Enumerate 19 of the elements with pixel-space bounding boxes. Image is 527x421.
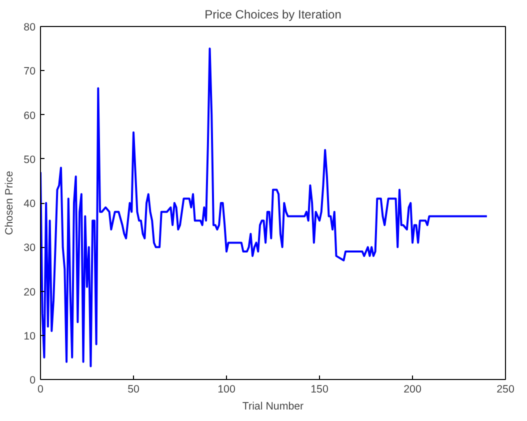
y-tick-label: 10 <box>24 330 36 342</box>
y-tick-label: 50 <box>24 154 36 166</box>
y-tick-label: 70 <box>24 66 36 78</box>
y-tick-label: 30 <box>24 242 36 254</box>
chart-title: Price Choices by Iteration <box>204 8 342 22</box>
y-tick-label: 60 <box>24 110 36 122</box>
x-tick-label: 50 <box>128 384 140 396</box>
x-tick-label: 200 <box>404 384 422 396</box>
y-tick-label: 40 <box>24 198 36 210</box>
y-axis-title: Chosen Price <box>4 170 16 235</box>
y-tick-label: 80 <box>24 22 36 34</box>
line-series <box>40 48 488 368</box>
y-tick-label: 0 <box>30 374 36 386</box>
x-tick-label: 150 <box>310 384 328 396</box>
x-tick-label: 250 <box>496 384 514 396</box>
x-axis-title: Trial Number <box>242 400 304 412</box>
x-tick-label: 100 <box>218 384 236 396</box>
y-tick-label: 20 <box>24 286 36 298</box>
x-tick-label: 0 <box>38 384 44 396</box>
